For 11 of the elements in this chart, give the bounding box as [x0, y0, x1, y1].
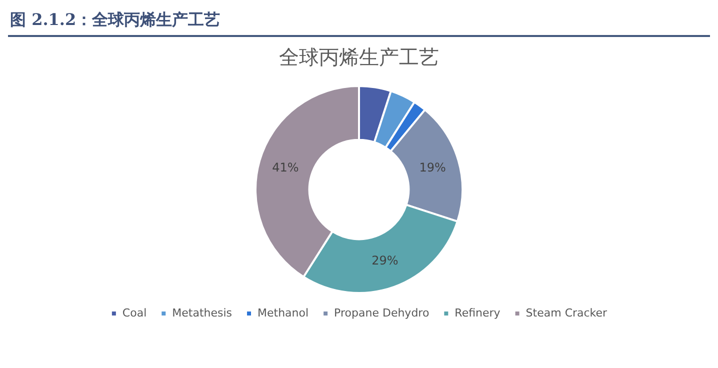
chart-subtitle: 全球丙烯生产工艺	[279, 45, 439, 70]
data-label: 29%	[372, 254, 398, 268]
legend-label: Coal	[122, 306, 147, 320]
legend-label: Refinery	[454, 306, 501, 320]
data-label: 41%	[272, 160, 299, 174]
legend-label: Steam Cracker	[526, 306, 608, 320]
legend-label: Metathesis	[172, 306, 232, 320]
data-label: 19%	[419, 160, 446, 174]
legend-label: Propane Dehydro	[334, 306, 430, 320]
legend-label: Methanol	[258, 306, 309, 320]
chart-title: 图 2.1.2：全球丙烯生产工艺	[9, 9, 222, 31]
